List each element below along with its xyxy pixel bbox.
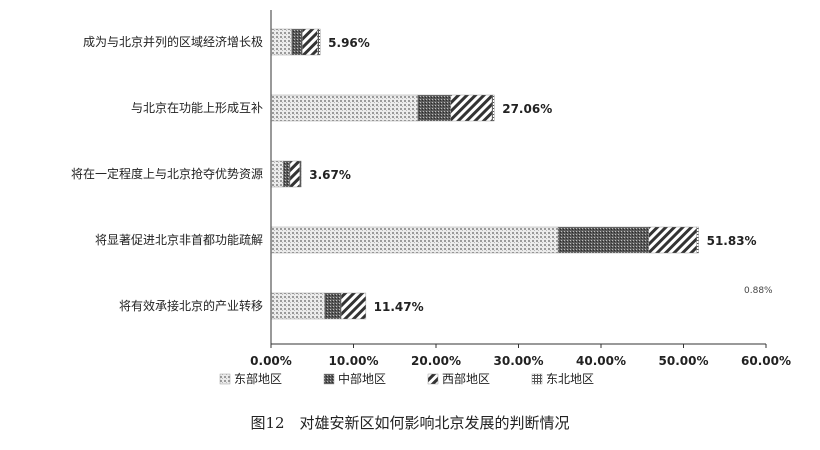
x-tick-label: 30.00% (494, 354, 544, 368)
x-tick-label: 50.00% (659, 354, 709, 368)
category-label: 将显著促进北京非首都功能疏解 (95, 232, 263, 247)
legend-swatch (427, 373, 439, 385)
bars-layer (270, 28, 699, 320)
category-labels: 成为与北京并列的区域经济增长极与北京在功能上形成互补将在一定程度上与北京抢夺优势… (71, 34, 263, 313)
data-label: 51.83% (707, 234, 757, 248)
x-tick-label: 60.00% (741, 354, 791, 368)
x-tick-label: 0.00% (250, 354, 292, 368)
legend-swatch (323, 373, 335, 385)
legend-label: 西部地区 (442, 371, 490, 386)
figure-caption: 图12 对雄安新区如何影响北京发展的判断情况 (250, 414, 569, 432)
annotation-text: 0.88% (744, 286, 773, 296)
bar-segment (557, 226, 650, 254)
x-tick-label: 20.00% (411, 354, 461, 368)
bar-segment (648, 226, 697, 254)
data-label: 5.96% (328, 36, 370, 50)
bar-segment (302, 28, 318, 56)
bar-segment (491, 94, 495, 122)
bar-segment (291, 28, 303, 56)
bar-segment (299, 160, 302, 188)
legend: 东部地区 中部地区 西部地区 东北地区 (219, 371, 594, 386)
data-labels: 5.96% 27.06% 3.67% 51.83% 11.47% (309, 36, 756, 314)
x-tick-label: 10.00% (329, 354, 379, 368)
legend-swatch (219, 373, 231, 385)
bar-segment (270, 160, 284, 188)
bar-segment (324, 292, 342, 320)
category-label: 与北京在功能上形成互补 (131, 101, 263, 115)
data-label: 11.47% (374, 300, 424, 314)
bar-segment (270, 226, 559, 254)
legend-label: 东北地区 (546, 372, 594, 386)
legend-swatch (531, 373, 543, 385)
data-label: 3.67% (309, 168, 351, 182)
x-tick-label: 40.00% (576, 354, 626, 368)
bar-segment (283, 160, 291, 188)
bar-segment (317, 28, 321, 56)
bar-segment (270, 94, 419, 122)
bar-segment (270, 28, 292, 56)
bar-segment (696, 226, 699, 254)
bar-segment (270, 292, 325, 320)
category-label: 将有效承接北京的产业转移 (119, 298, 263, 313)
legend-label: 东部地区 (234, 371, 282, 386)
data-label: 27.06% (502, 102, 552, 116)
bar-segment (340, 292, 367, 320)
x-ticks: 0.00% 10.00% 20.00% 30.00% 40.00% 50.00% 60.00… (250, 344, 791, 368)
bar-segment (450, 94, 493, 122)
category-label: 成为与北京并列的区域经济增长极 (83, 34, 263, 49)
bar-segment (289, 160, 301, 188)
legend-label: 中部地区 (338, 371, 386, 386)
bar-segment (417, 94, 452, 122)
category-label: 将在一定程度上与北京抢夺优势资源 (71, 166, 263, 181)
